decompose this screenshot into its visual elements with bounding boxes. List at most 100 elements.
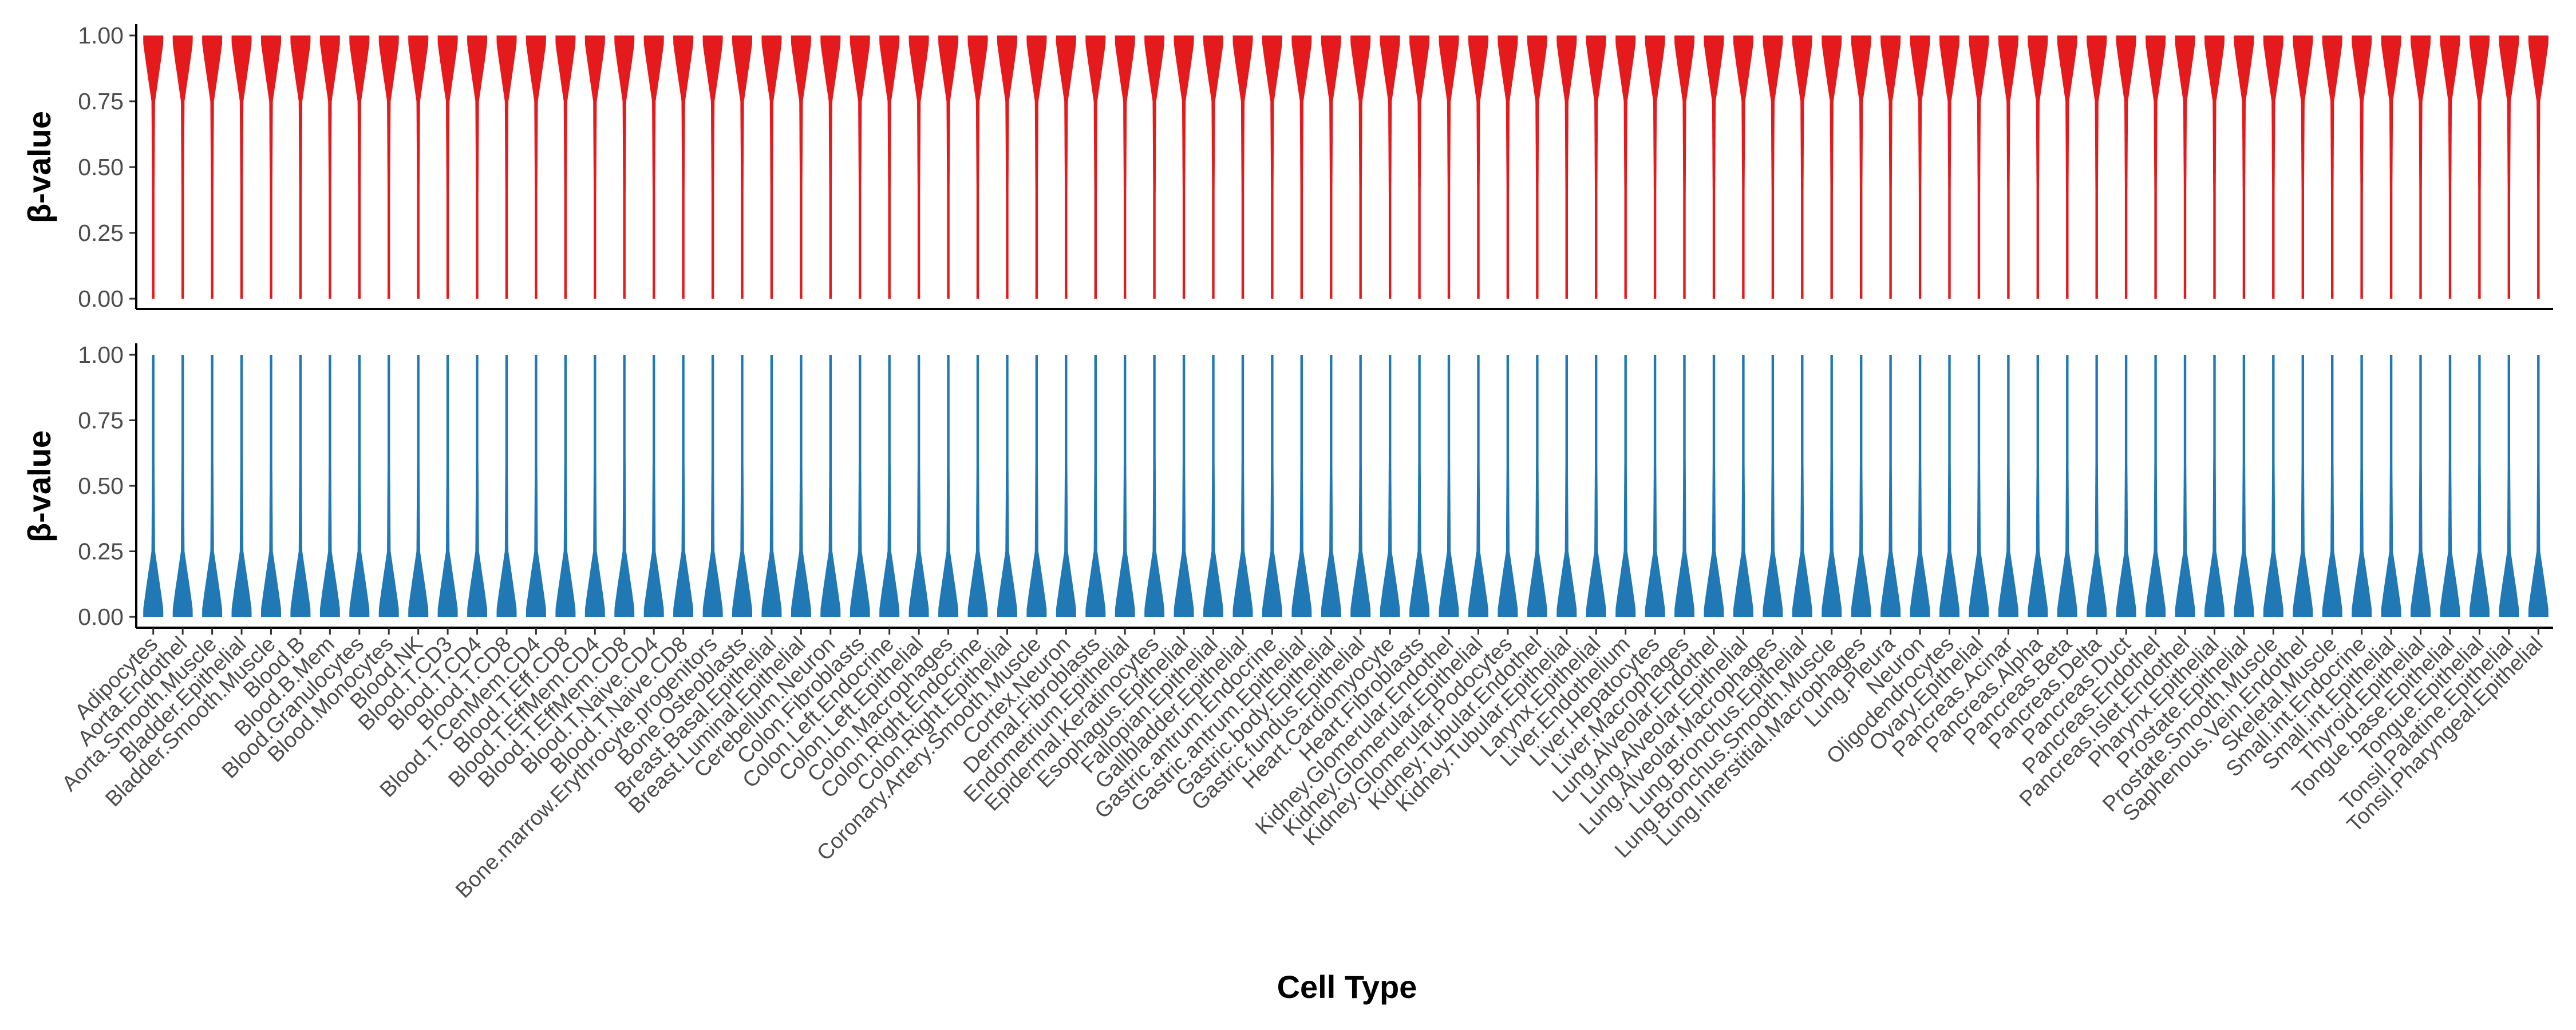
violin-blood-t-naive-cd8: [673, 355, 694, 617]
violin-blood-t-effmem-cd8: [614, 35, 635, 299]
violin-blood-t-effmem-cd8: [614, 355, 635, 617]
violin-gastric-antrum-endocrine: [1262, 355, 1282, 617]
violin-colon-right-endocrine: [967, 35, 988, 299]
violin-blood-t-naive-cd4: [643, 355, 664, 617]
violin-bone-marrow-erythrocyte-progenitors: [702, 355, 723, 617]
violin-small-int-endocrine: [2352, 35, 2372, 299]
violin-bladder-smooth-muscle: [261, 355, 281, 617]
violin-gastric-body-epithelial: [1321, 355, 1341, 617]
violin-epidermal-keratinocytes: [1144, 35, 1165, 299]
violin-breast-luminal-epithelial: [791, 355, 811, 617]
violin-small-int-endocrine: [2352, 355, 2372, 617]
violin-pancreas-duct: [2116, 35, 2136, 299]
violin-bladder-epithelial: [231, 355, 252, 617]
violin-cerebellum-neuron: [820, 35, 841, 299]
violin-small-int-epithelial: [2381, 355, 2401, 617]
violin-pancreas-islet-endothel: [2175, 35, 2195, 299]
violin-kidney-glomerular-endothel: [1439, 355, 1459, 617]
violin-adipocytes: [143, 355, 164, 617]
violin-bone-marrow-erythrocyte-progenitors: [702, 35, 723, 299]
violin-neuron: [1910, 355, 1930, 617]
violin-blood-b: [290, 35, 311, 299]
violin-pharynx-epithelial: [2204, 355, 2225, 617]
violin-lung-interstitial-macrophages: [1851, 355, 1871, 617]
violin-kidney-tubular-endothel: [1527, 35, 1547, 299]
violin-blood-t-effmem-cd4: [584, 355, 605, 617]
violin-pancreas-beta: [2057, 355, 2077, 617]
violin-saphenous-vein-endothel: [2293, 35, 2313, 299]
violin-larynx-epithelial: [1586, 355, 1606, 617]
violin-aorta-endothel: [172, 35, 193, 299]
violin-aorta-endothel: [172, 355, 193, 617]
violin-colon-fibroblasts: [850, 355, 870, 617]
violin-blood-granulocytes: [349, 355, 370, 617]
violin-blood-t-cd8: [496, 35, 517, 299]
violin-endometrium-epithelial: [1115, 35, 1135, 299]
y-tick-label: 0.50: [78, 154, 124, 180]
violin-colon-right-epithelial: [997, 35, 1017, 299]
violin-thyroid-epithelial: [2411, 355, 2431, 617]
violin-kidney-glomerular-epithelial: [1468, 355, 1488, 617]
violin-blood-b-mem: [319, 355, 340, 617]
violin-blood-t-eff-cd8: [555, 35, 576, 299]
violin-fallopian-epithelial: [1203, 35, 1223, 299]
violin-endometrium-epithelial: [1115, 355, 1135, 617]
violin-pancreas-beta: [2057, 35, 2077, 299]
violin-aorta-smooth-muscle: [202, 355, 223, 617]
violin-colon-left-endocrine: [879, 35, 900, 299]
violin-heart-fibroblasts: [1409, 35, 1430, 299]
violin-gastric-body-epithelial: [1321, 35, 1341, 299]
violin-prostate-epithelial: [2234, 355, 2254, 617]
violin-blood-t-cenmem-cd4: [526, 355, 546, 617]
x-category-labels: AdipocytesAorta.EndothelAorta.Smooth.Mus…: [57, 632, 2547, 903]
violin-prostate-epithelial: [2234, 35, 2254, 299]
violin-lung-alveolar-macrophages: [1763, 355, 1783, 617]
violin-tonsil-palatine-epithelial: [2499, 355, 2519, 617]
violin-oligodendrocytes: [1939, 35, 1959, 299]
violin-blood-monocytes: [378, 355, 399, 617]
violin-lung-bronchus-smooth-muscle: [1822, 35, 1842, 299]
violin-bladder-smooth-muscle: [261, 35, 281, 299]
violin-saphenous-vein-endothel: [2293, 355, 2313, 617]
top-panel-methylated: 0.00 0.25 0.50 0.75 1.00 β-value: [21, 22, 2553, 312]
violin-colon-right-endocrine: [967, 355, 988, 617]
violin-heart-fibroblasts: [1409, 355, 1430, 617]
violin-lung-pleura: [1880, 35, 1901, 299]
violin-dermal-fibroblasts: [1085, 35, 1106, 299]
violin-lung-alveolar-macrophages: [1763, 35, 1783, 299]
violin-tonsil-palatine-epithelial: [2499, 35, 2519, 299]
violin-pancreas-delta: [2087, 35, 2107, 299]
violin-breast-luminal-epithelial: [791, 35, 811, 299]
violin-kidney-glomerular-epithelial: [1468, 35, 1488, 299]
violin-gallbladder-epithelial: [1232, 35, 1253, 299]
violin-blood-t-effmem-cd4: [584, 35, 605, 299]
violin-gastric-antrum-endocrine: [1262, 35, 1282, 299]
y-axis-title: β-value: [21, 430, 57, 542]
violin-gastric-antrum-epithelial: [1291, 35, 1312, 299]
violin-tongue-epithelial: [2469, 355, 2490, 617]
violin-gallbladder-epithelial: [1232, 355, 1253, 617]
violin-blood-b: [290, 355, 311, 617]
violin-cortex-neuron: [1056, 355, 1076, 617]
violin-gastric-antrum-epithelial: [1291, 355, 1312, 617]
violin-colon-macrophages: [938, 355, 959, 617]
violin-adipocytes: [143, 35, 164, 299]
violin-colon-left-endocrine: [879, 355, 900, 617]
violin-kidney-glomerular-endothel: [1439, 35, 1459, 299]
violin-ovary-epithelial: [1969, 35, 1989, 299]
violin-small-int-epithelial: [2381, 35, 2401, 299]
violin-liver-endothelium: [1615, 355, 1636, 617]
violin-blood-granulocytes: [349, 35, 370, 299]
violin-blood-t-eff-cd8: [555, 355, 576, 617]
violin-skeletal-muscle: [2322, 355, 2342, 617]
x-axis-title: Cell Type: [1277, 969, 1417, 1005]
violin-cortex-neuron: [1056, 35, 1076, 299]
violin-bladder-epithelial: [231, 35, 252, 299]
violin-blood-t-cenmem-cd4: [526, 35, 546, 299]
violin-epidermal-keratinocytes: [1144, 355, 1165, 617]
violin-tongue-base-epithelial: [2440, 355, 2460, 617]
y-tick-label: 0.00: [78, 604, 124, 630]
y-tick-label: 1.00: [78, 22, 124, 49]
